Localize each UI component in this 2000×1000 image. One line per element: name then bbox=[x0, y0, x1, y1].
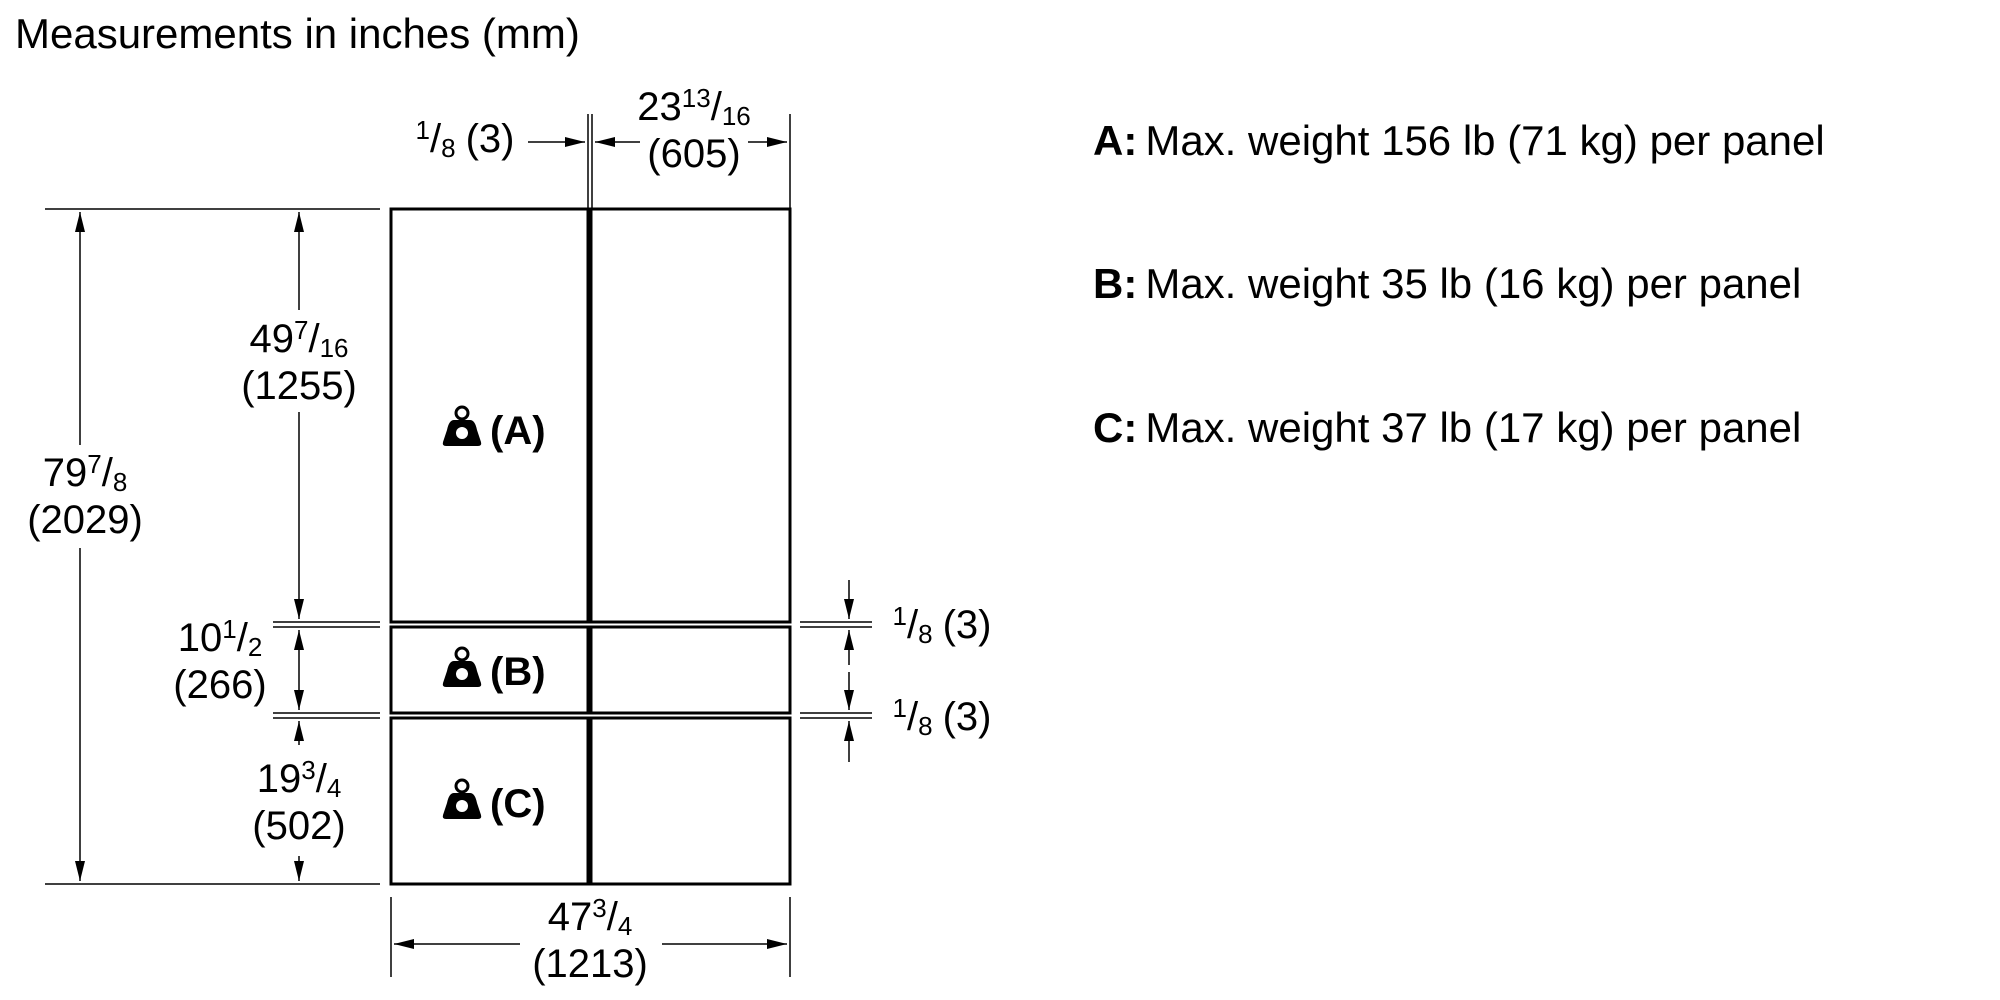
denominator: 16 bbox=[320, 333, 349, 363]
icon-hole bbox=[456, 668, 468, 680]
dimension-mm: (3) bbox=[943, 695, 992, 739]
slash: / bbox=[316, 757, 328, 801]
numerator: 1 bbox=[416, 115, 430, 145]
whole: 10 bbox=[178, 616, 223, 660]
dimension-lines bbox=[45, 114, 872, 977]
dimension-inches: 1/8 (3) bbox=[893, 693, 992, 741]
slash: / bbox=[711, 85, 723, 129]
denominator: 4 bbox=[327, 773, 341, 803]
slash: / bbox=[430, 117, 442, 161]
panel-label: (A) bbox=[490, 409, 546, 453]
denominator: 16 bbox=[722, 101, 751, 131]
dimension-mm: (3) bbox=[943, 603, 992, 647]
panel-label: (C) bbox=[490, 782, 546, 826]
legend-entry: A: Max. weight 156 lb (71 kg) per panel bbox=[1093, 117, 1825, 164]
denominator: 4 bbox=[618, 911, 632, 941]
numerator: 7 bbox=[87, 449, 101, 479]
icon-ring bbox=[454, 778, 470, 794]
numerator: 1 bbox=[222, 614, 236, 644]
title: Measurements in inches (mm) bbox=[15, 10, 580, 57]
legend-text: Max. weight 37 lb (17 kg) per panel bbox=[1145, 404, 1801, 451]
slash: / bbox=[607, 895, 619, 939]
legend-key: C: bbox=[1093, 404, 1137, 451]
numerator: 1 bbox=[893, 601, 907, 631]
dimension-inches: 797/8 bbox=[43, 449, 128, 497]
slash: / bbox=[102, 451, 114, 495]
slash: / bbox=[308, 317, 320, 361]
legend-text: Max. weight 156 lb (71 kg) per panel bbox=[1145, 117, 1824, 164]
dimension-inches: 1/8 (3) bbox=[416, 115, 515, 163]
dimension-mm: (2029) bbox=[27, 498, 143, 542]
numerator: 7 bbox=[294, 315, 308, 345]
panel-label: (B) bbox=[490, 650, 546, 694]
denominator: 8 bbox=[441, 133, 455, 163]
numerator: 3 bbox=[301, 755, 315, 785]
icon-ring bbox=[454, 646, 470, 662]
dimension-inches: 473/4 bbox=[548, 893, 633, 941]
whole: 47 bbox=[548, 895, 593, 939]
legend-entry: B: Max. weight 35 lb (16 kg) per panel bbox=[1093, 260, 1801, 307]
dimension-mm: (502) bbox=[252, 804, 345, 848]
dimension-inches: 1/8 (3) bbox=[893, 601, 992, 649]
legend-entry: C: Max. weight 37 lb (17 kg) per panel bbox=[1093, 404, 1801, 451]
dimension-mm: (1255) bbox=[241, 364, 357, 408]
denominator: 8 bbox=[113, 467, 127, 497]
icon-hole bbox=[456, 800, 468, 812]
dimension-mm: (1213) bbox=[532, 942, 648, 986]
weight-icons bbox=[442, 405, 482, 819]
dimension-mm: (605) bbox=[647, 132, 740, 176]
denominator: 8 bbox=[918, 711, 932, 741]
dimension-inches: 2313/16 bbox=[637, 83, 750, 131]
slash: / bbox=[907, 603, 919, 647]
legend-key: B: bbox=[1093, 260, 1137, 307]
dimension-mm: (266) bbox=[173, 663, 266, 707]
numerator: 3 bbox=[592, 893, 606, 923]
dimension-inches: 193/4 bbox=[257, 755, 342, 803]
whole: 23 bbox=[637, 85, 682, 129]
denominator: 2 bbox=[248, 632, 262, 662]
numerator: 1 bbox=[893, 693, 907, 723]
icon-hole bbox=[456, 427, 468, 439]
whole: 49 bbox=[249, 317, 294, 361]
whole: 19 bbox=[257, 757, 302, 801]
legend-key: A: bbox=[1093, 117, 1137, 164]
panels bbox=[389, 207, 792, 886]
dimension-inches: 101/2 bbox=[178, 614, 263, 662]
numerator: 13 bbox=[682, 83, 711, 113]
dimension-mm: (3) bbox=[466, 117, 515, 161]
slash: / bbox=[237, 616, 249, 660]
denominator: 8 bbox=[918, 619, 932, 649]
icon-ring bbox=[454, 405, 470, 421]
legend-text: Max. weight 35 lb (16 kg) per panel bbox=[1145, 260, 1801, 307]
slash: / bbox=[907, 695, 919, 739]
dimension-inches: 497/16 bbox=[249, 315, 348, 363]
whole: 79 bbox=[43, 451, 88, 495]
